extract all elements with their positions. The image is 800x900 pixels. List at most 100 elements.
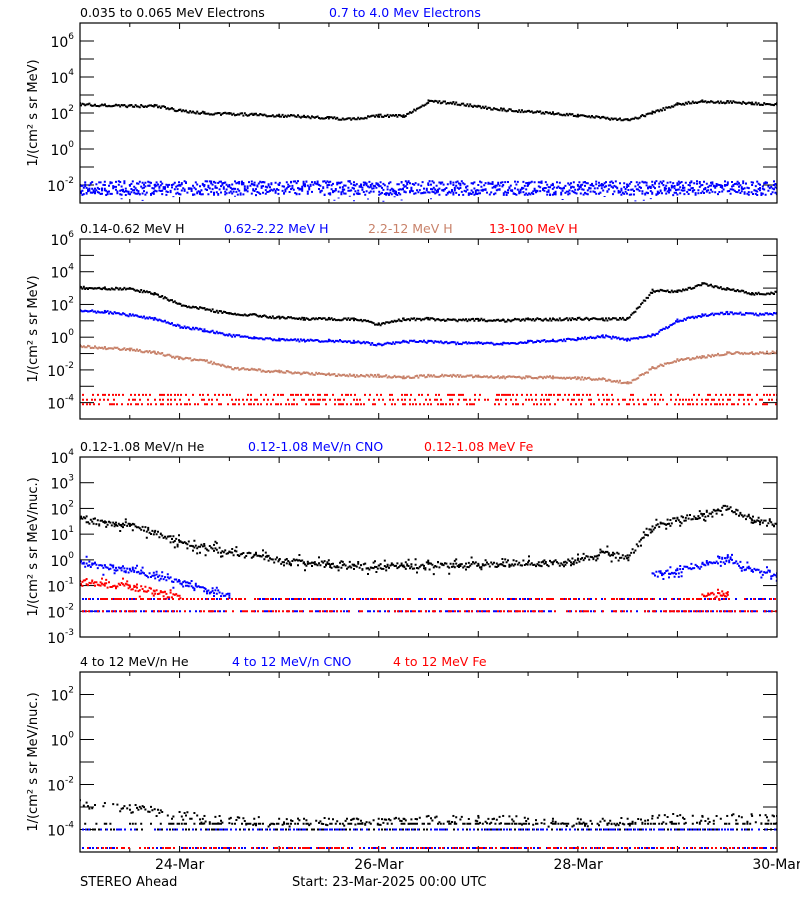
y-tick-label: 10-4: [47, 821, 74, 840]
data-point: [253, 313, 256, 316]
data-point: [402, 184, 405, 186]
data-point: [726, 351, 729, 354]
y-tick-label: 10-4: [47, 394, 74, 413]
data-point: [153, 531, 156, 534]
data-point: [527, 184, 530, 186]
data-point: [352, 117, 355, 120]
series-2-3: [80, 344, 777, 385]
data-point: [103, 582, 106, 585]
data-point: [377, 184, 380, 186]
series-trace: [82, 801, 777, 828]
data-point: [327, 372, 330, 375]
data-point: [726, 287, 729, 290]
data-point: [601, 551, 604, 554]
data-point: [701, 355, 704, 358]
data-point: [203, 328, 206, 331]
data-point: [203, 184, 206, 186]
data-point: [128, 287, 131, 290]
data-point: [377, 564, 380, 567]
data-point: [178, 594, 181, 597]
data-point: [153, 590, 156, 593]
legend-entry: 0.12-1.08 MeV Fe: [424, 439, 534, 454]
data-point: [427, 373, 430, 376]
data-point: [303, 184, 306, 186]
data-point: [128, 522, 131, 525]
data-point: [153, 808, 156, 811]
data-point: [103, 564, 106, 567]
data-point: [576, 316, 579, 319]
data-point: [527, 817, 530, 820]
data-point: [203, 587, 206, 590]
y-tick-label: 100: [50, 551, 74, 570]
series-1-1: [80, 99, 777, 122]
series-4-2: [82, 828, 777, 850]
data-point: [178, 356, 181, 359]
legend-entry: 0.14-0.62 MeV H: [80, 221, 185, 236]
noise-floor-level: [82, 828, 776, 831]
data-point: [303, 817, 306, 820]
data-point: [551, 184, 554, 186]
y-tick-label: 10-2: [47, 776, 74, 795]
plot-frame: [79, 456, 778, 638]
data-point: [103, 520, 106, 523]
data-point: [228, 312, 231, 315]
series-4-3: [87, 847, 777, 850]
data-point: [726, 505, 729, 508]
data-point: [352, 373, 355, 376]
data-point: [626, 554, 629, 557]
data-point: [477, 374, 480, 377]
data-point: [527, 317, 530, 320]
data-point: [327, 316, 330, 319]
data-point: [701, 593, 704, 596]
y-tick-label: 102: [50, 686, 74, 705]
series-trace: [80, 180, 777, 202]
y-tick-label: 100: [50, 140, 74, 159]
y-tick-label: 10-1: [47, 577, 74, 596]
series-1-2: [80, 180, 777, 202]
data-point: [228, 112, 231, 114]
data-point: [502, 184, 505, 186]
y-tick-label: 101: [50, 525, 74, 544]
data-point: [153, 292, 156, 295]
data-point: [676, 184, 679, 186]
data-point: [278, 558, 281, 561]
data-point: [253, 112, 256, 115]
x-tick-label: 30-Mar: [752, 857, 800, 873]
data-point: [601, 184, 604, 186]
series-4-1: [80, 799, 777, 831]
data-point: [327, 115, 330, 118]
data-point: [651, 366, 654, 369]
data-point: [626, 184, 629, 186]
data-point: [701, 313, 704, 316]
data-point: [527, 375, 530, 378]
data-point: [527, 109, 530, 112]
data-point: [352, 317, 355, 320]
legend-entry: 0.12-1.08 MeV/n He: [80, 439, 205, 454]
data-point: [502, 318, 505, 321]
data-point: [726, 814, 729, 817]
data-point: [278, 817, 281, 820]
data-point: [452, 318, 455, 321]
data-point: [327, 184, 330, 186]
data-point: [128, 804, 131, 807]
data-point: [726, 592, 729, 595]
data-point: [103, 286, 106, 289]
noise-floor-level: [82, 828, 777, 831]
data-point: [103, 309, 106, 312]
data-point: [228, 333, 231, 336]
data-point: [352, 339, 355, 342]
plot-frame: [79, 671, 778, 853]
data-point: [103, 103, 106, 106]
data-point: [427, 316, 430, 319]
y-tick-label: 10-2: [47, 176, 74, 195]
data-point: [178, 580, 181, 583]
data-point: [726, 184, 729, 186]
data-point: [551, 817, 554, 820]
data-point: [178, 324, 181, 327]
series-3-1: [80, 504, 777, 576]
data-point: [228, 817, 231, 820]
legend-entry: 4 to 12 MeV Fe: [393, 654, 487, 669]
data-point: [178, 184, 181, 186]
data-point: [253, 368, 256, 371]
